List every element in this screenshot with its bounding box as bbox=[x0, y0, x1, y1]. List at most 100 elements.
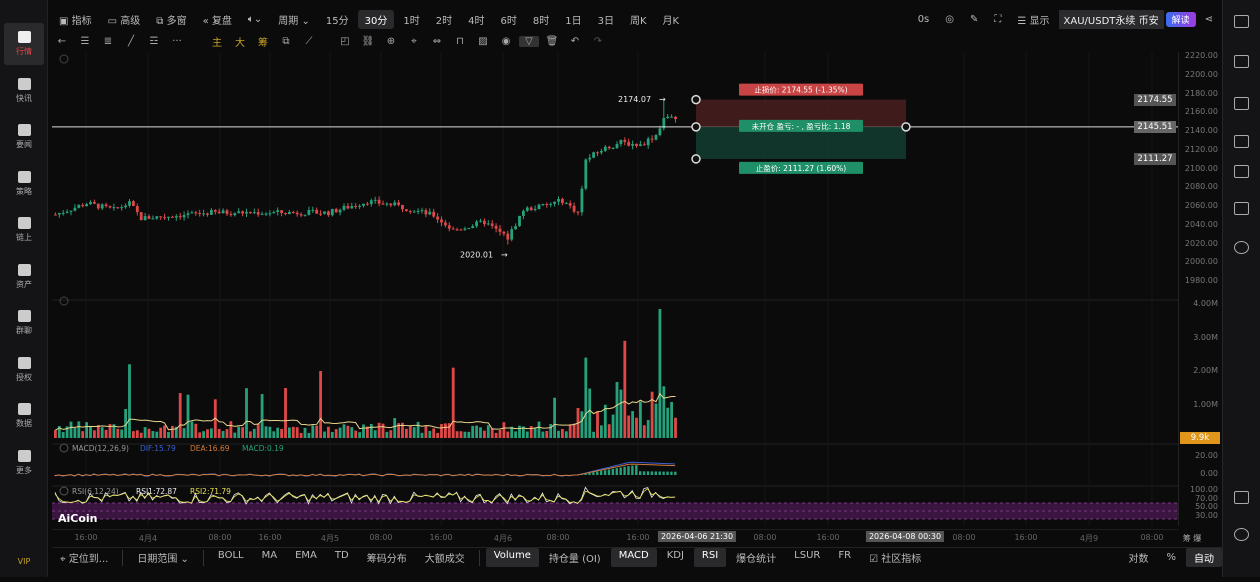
interval-tab[interactable]: 6时 bbox=[500, 15, 517, 27]
filter-icon[interactable]: ▽ bbox=[519, 35, 539, 47]
sidebar-item[interactable]: 更多 bbox=[4, 442, 44, 484]
indicator-toggle[interactable]: MA bbox=[261, 550, 278, 561]
draw-tool[interactable]: ☰ bbox=[80, 35, 90, 47]
sub-indicator-toggle[interactable]: 持仓量 (OI) bbox=[548, 554, 601, 565]
multi-window-button[interactable]: ⧉ 多窗 bbox=[156, 15, 187, 27]
sidebar-item[interactable]: 行情 bbox=[4, 23, 44, 65]
time-axis[interactable]: 16:00 4月4 08:00 16:00 4月5 08:00 16:00 4月6 08:00 1… bbox=[52, 529, 1201, 545]
indicator-toggle[interactable]: BOLL bbox=[217, 550, 244, 561]
draw-tool[interactable]: ≣ bbox=[103, 35, 113, 47]
zoom-icon[interactable]: ⊕ bbox=[386, 35, 396, 47]
interval-tab[interactable]: 4时 bbox=[468, 15, 485, 27]
sub-indicator-toggle[interactable]: FR bbox=[838, 550, 852, 561]
collapse-icon[interactable] bbox=[59, 486, 69, 496]
headset-icon[interactable] bbox=[1234, 528, 1249, 541]
select-icon[interactable]: ◰ bbox=[340, 35, 350, 47]
drag-handle[interactable] bbox=[691, 122, 701, 132]
sidebar-item[interactable]: 策略 bbox=[4, 163, 44, 205]
lock-icon[interactable]: ⊓ bbox=[456, 35, 464, 47]
brush-icon[interactable]: ⟋ bbox=[305, 35, 313, 47]
collapse-icon[interactable] bbox=[59, 296, 69, 306]
date-range-dropdown[interactable]: 日期范围 ⌄ bbox=[137, 554, 189, 565]
redo-icon[interactable]: ↷ bbox=[593, 35, 603, 47]
main-chart-button[interactable]: 主 bbox=[212, 37, 222, 49]
interval-tab[interactable]: 8时 bbox=[532, 15, 550, 27]
drag-handle[interactable] bbox=[691, 154, 701, 164]
share-icon[interactable]: ⋖ bbox=[1204, 13, 1213, 25]
draw-tool[interactable]: ☲ bbox=[149, 35, 159, 47]
sidebar-item[interactable]: 要闻 bbox=[4, 116, 44, 158]
drag-handle[interactable] bbox=[901, 122, 911, 132]
chart-canvas[interactable]: 止损价: 2174.55 (-1.35%) 未开仓 盈亏: - , 盈亏比: 1.… bbox=[52, 52, 1178, 526]
auto-toggle[interactable]: 自动 bbox=[1186, 548, 1222, 567]
percent-toggle[interactable]: % bbox=[1166, 552, 1176, 563]
interval-tab[interactable]: 月K bbox=[662, 15, 680, 27]
interval-tab[interactable]: 1时 bbox=[403, 15, 420, 27]
screen-icon[interactable] bbox=[1234, 135, 1249, 148]
interval-tab[interactable]: 3日 bbox=[597, 15, 614, 27]
sub-indicator-toggle[interactable]: Volume bbox=[485, 548, 539, 567]
collapse-icon[interactable] bbox=[59, 443, 69, 453]
community-indicator-button[interactable]: ☑ 社区指标 bbox=[869, 554, 922, 565]
sidebar-item[interactable]: 资产 bbox=[4, 256, 44, 298]
volume-bar bbox=[264, 426, 268, 438]
link-icon[interactable]: ⛓ bbox=[361, 35, 375, 47]
clock-icon[interactable] bbox=[1234, 241, 1249, 254]
sidebar-item[interactable]: 授权 bbox=[4, 349, 44, 391]
undo-icon[interactable]: ↶ bbox=[570, 35, 580, 47]
interval-tab[interactable]: 1日 bbox=[565, 15, 582, 27]
fullscreen-icon[interactable]: ⛶ bbox=[994, 13, 1002, 25]
ticket-icon[interactable] bbox=[1234, 165, 1249, 178]
draw-tool[interactable]: ··· bbox=[172, 35, 182, 47]
locate-button[interactable]: ⌖ 定位到... bbox=[60, 554, 109, 565]
draw-tool[interactable]: ╱ bbox=[127, 35, 135, 47]
interpret-button[interactable]: 解读 bbox=[1165, 11, 1196, 27]
chip-button[interactable]: 筹 bbox=[258, 37, 268, 49]
hide-icon[interactable]: ▨ bbox=[478, 35, 488, 47]
sidebar-item[interactable]: 群聊 bbox=[4, 302, 44, 344]
period-dropdown[interactable]: 周期 ⌄ bbox=[278, 15, 310, 27]
sub-indicator-toggle[interactable]: MACD bbox=[610, 548, 657, 567]
indicator-toggle[interactable]: EMA bbox=[295, 550, 317, 561]
robot-icon[interactable] bbox=[1234, 202, 1249, 215]
notes-icon[interactable] bbox=[1234, 15, 1249, 28]
indicator-button[interactable]: ▣ 指标 bbox=[59, 15, 92, 27]
interval-tab[interactable]: 2时 bbox=[435, 15, 453, 27]
trend-icon[interactable] bbox=[1234, 97, 1249, 110]
indicator-toggle[interactable]: TD bbox=[334, 550, 349, 561]
layout-icon[interactable] bbox=[1234, 491, 1249, 504]
interval-tab[interactable]: 15分 bbox=[325, 15, 349, 27]
advanced-button[interactable]: ▭ 高级 bbox=[107, 15, 141, 27]
wallet-icon[interactable] bbox=[1234, 55, 1249, 68]
indicator-toggle[interactable]: 大额成交 bbox=[424, 554, 465, 565]
sub-indicator-toggle[interactable]: RSI bbox=[693, 548, 727, 567]
sidebar-item[interactable]: 数据 bbox=[4, 395, 44, 437]
collapse-icon[interactable] bbox=[59, 54, 69, 64]
copy-icon[interactable]: ⧉ bbox=[282, 35, 290, 47]
interval-tab[interactable]: 30分 bbox=[357, 9, 395, 29]
sub-indicator-toggle[interactable]: LSUR bbox=[794, 550, 821, 561]
trash-icon[interactable]: 🗑︎ bbox=[545, 35, 559, 47]
draw-tool[interactable]: ← bbox=[57, 35, 67, 47]
sidebar-item[interactable]: 链上 bbox=[4, 209, 44, 251]
indicator-toggle[interactable]: 筹码分布 bbox=[366, 554, 407, 565]
display-button[interactable]: ☰ 显示 bbox=[1017, 15, 1050, 27]
sidebar-icon bbox=[17, 217, 31, 229]
magnet-icon[interactable]: ⌖ bbox=[411, 35, 417, 47]
big-trade-button[interactable]: 大 bbox=[235, 37, 245, 49]
log-toggle[interactable]: 对数 bbox=[1128, 554, 1149, 565]
drag-handle[interactable] bbox=[691, 94, 701, 105]
pen-icon[interactable]: ✎ bbox=[970, 13, 979, 25]
price-axis[interactable]: 2220.00 2200.00 2180.00 2160.00 2140.00 2120.… bbox=[1134, 51, 1222, 526]
sub-indicator-toggle[interactable]: KDJ bbox=[666, 550, 684, 561]
sub-indicator-toggle[interactable]: 爆仓统计 bbox=[736, 554, 777, 565]
take-profit-zone[interactable] bbox=[696, 126, 906, 159]
camera-icon[interactable]: ◎ bbox=[945, 13, 954, 25]
ruler-icon[interactable]: ⇔ bbox=[432, 35, 442, 47]
vip-button[interactable]: VIP bbox=[4, 540, 44, 582]
interval-tab[interactable]: 周K bbox=[629, 15, 647, 27]
sidebar-item[interactable]: 快讯 bbox=[4, 70, 44, 112]
replay-button[interactable]: « 复盘 bbox=[202, 15, 232, 27]
sound-dropdown[interactable]: 🔈︎⌄ bbox=[247, 13, 263, 25]
visibility-icon[interactable]: ◉ bbox=[501, 35, 511, 47]
